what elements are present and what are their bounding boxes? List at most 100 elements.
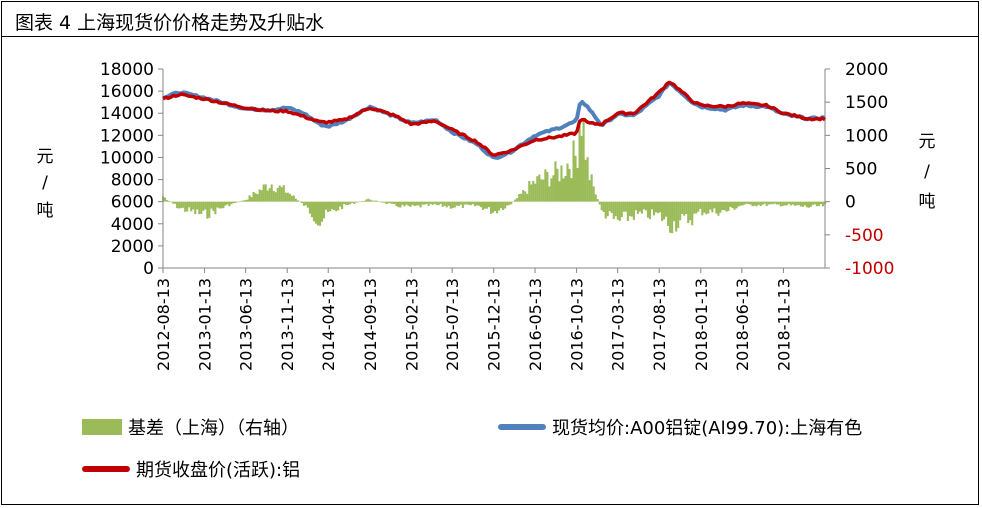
basis-bar: [326, 201, 330, 212]
legend-futures-label: 期货收盘价(活跃):铝: [136, 460, 301, 481]
left-tick-label: 10000: [100, 148, 154, 168]
basis-bar: [266, 190, 269, 202]
basis-bar: [222, 201, 225, 209]
x-tick-label: 2013-01-13: [196, 278, 215, 371]
basis-bar: [536, 176, 539, 202]
basis-bar: [681, 201, 684, 214]
right-unit-char-2: /: [924, 162, 930, 182]
basis-bar: [737, 201, 740, 207]
left-tick-label: 4000: [111, 215, 154, 235]
basis-bar: [256, 194, 259, 202]
basis-bar: [687, 201, 690, 224]
basis-bar: [659, 201, 662, 213]
basis-bar: [610, 201, 613, 213]
basis-bar: [538, 174, 541, 202]
basis-bar: [697, 201, 700, 212]
basis-bar: [743, 201, 746, 205]
basis-bar: [685, 201, 688, 215]
basis-bar: [445, 201, 448, 208]
basis-bar: [785, 201, 788, 206]
right-tick-label: 1500: [845, 93, 888, 113]
basis-bar: [781, 201, 784, 206]
basis-bar: [218, 201, 221, 209]
basis-bar: [264, 184, 267, 202]
basis-bar: [727, 201, 730, 211]
basis-bar: [379, 201, 382, 203]
basis-bar: [246, 199, 249, 202]
basis-bar: [447, 201, 450, 206]
basis-bar: [318, 201, 322, 226]
basis-bar: [399, 201, 402, 208]
basis-bar: [673, 201, 676, 222]
basis-bar: [483, 201, 487, 209]
basis-bar: [550, 178, 553, 202]
axes: 1800016000140001200010000800060004000200…: [100, 60, 895, 371]
basis-bar: [190, 201, 193, 212]
basis-bar: [335, 201, 338, 212]
basis-bar: [475, 201, 478, 206]
basis-bar: [351, 201, 354, 203]
basis-bar: [411, 201, 414, 205]
basis-bar: [632, 201, 635, 220]
basis-bar: [479, 201, 483, 208]
basis-bar: [624, 201, 627, 212]
basis-bar: [691, 201, 694, 226]
basis-bar: [310, 201, 313, 218]
basis-bar: [204, 201, 207, 210]
basis-bar: [723, 201, 726, 211]
basis-bar: [276, 187, 279, 202]
basis-bar: [292, 195, 295, 202]
legend-spot-swatch: [498, 424, 546, 430]
basis-bar: [779, 201, 782, 207]
basis-bar: [461, 201, 464, 209]
basis-bar: [514, 199, 517, 202]
basis-bar: [471, 201, 474, 205]
basis-bar: [361, 201, 364, 202]
basis-bar: [337, 201, 340, 211]
basis-bar: [506, 201, 509, 206]
basis-bar: [638, 201, 641, 212]
basis-bar: [401, 201, 404, 205]
basis-bar: [270, 184, 273, 202]
left-tick-label: 0: [143, 259, 154, 279]
legend-futures-swatch: [82, 466, 130, 472]
basis-bar: [679, 201, 682, 221]
basis-bar: [439, 201, 442, 204]
basis-bar: [429, 201, 432, 205]
basis-bar: [322, 201, 326, 219]
basis-bar: [650, 201, 654, 210]
basis-bar: [230, 201, 233, 205]
basis-bar: [560, 165, 563, 202]
basis-bar: [604, 201, 607, 219]
x-tick-label: 2013-11-13: [278, 278, 297, 371]
basis-bar: [554, 161, 557, 202]
basis-bar: [504, 201, 507, 209]
basis-bar: [693, 201, 696, 214]
basis-bar: [663, 201, 666, 220]
basis-bar: [272, 190, 275, 202]
left-tick-label: 2000: [111, 237, 154, 257]
basis-bar: [176, 201, 179, 209]
basis-bar: [174, 201, 177, 204]
basis-bar: [339, 201, 342, 207]
basis-bar: [274, 192, 277, 202]
basis-bar: [278, 185, 281, 202]
futures-price-line: [162, 80, 826, 157]
basis-bar: [308, 201, 311, 214]
basis-bar: [433, 201, 436, 204]
basis-bar: [683, 201, 686, 216]
basis-bar: [302, 201, 305, 206]
basis-bar: [512, 201, 515, 203]
basis-bar: [755, 201, 758, 207]
basis-bar: [435, 201, 438, 206]
basis-bar: [705, 201, 708, 215]
basis-bar: [387, 201, 390, 204]
basis-bar: [711, 201, 714, 213]
basis-bar: [797, 201, 800, 206]
basis-bar: [431, 201, 434, 205]
basis-bar: [252, 191, 255, 202]
basis-bar: [588, 180, 591, 202]
basis-bar: [298, 201, 301, 203]
